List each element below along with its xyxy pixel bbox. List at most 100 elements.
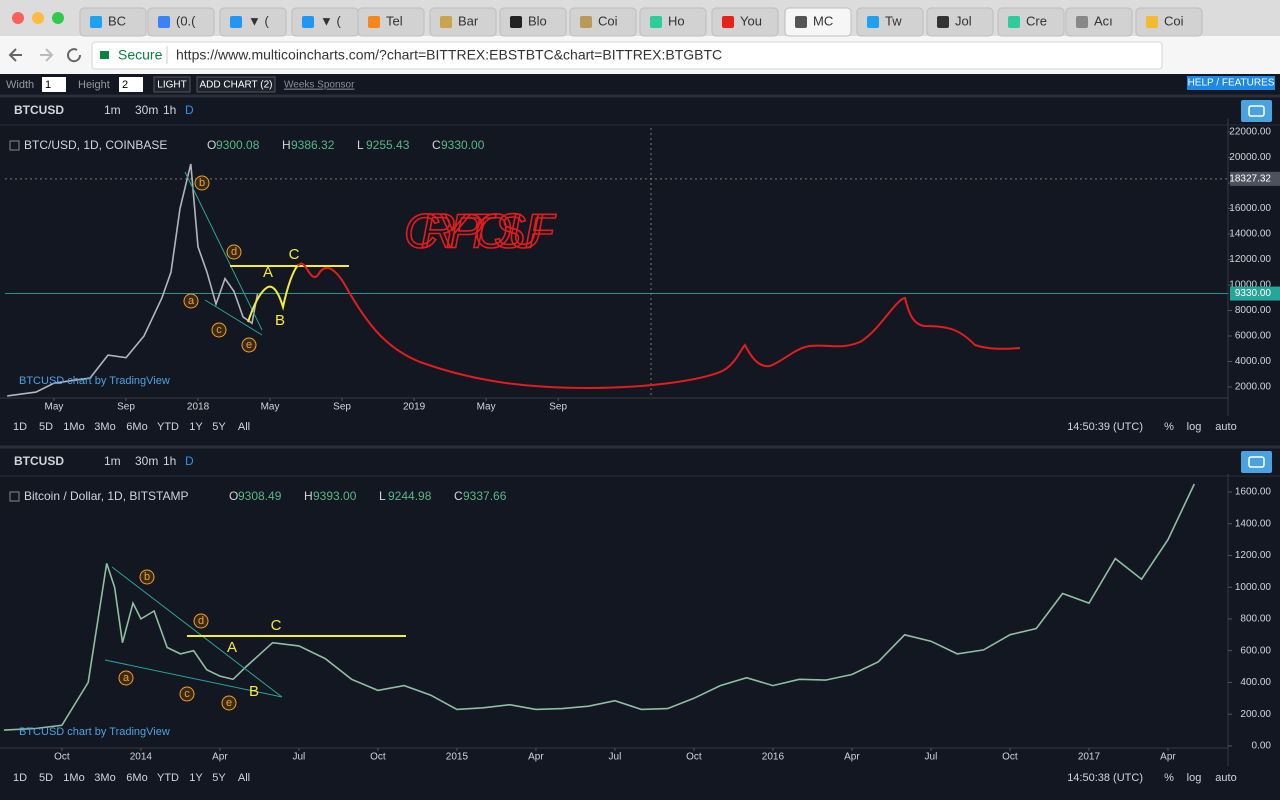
wave-label: c: [184, 688, 190, 700]
range-button[interactable]: 3Mo: [94, 772, 115, 784]
url[interactable]: https://www.multicoincharts.com/?chart=B…: [176, 47, 722, 63]
range-button[interactable]: 3Mo: [94, 421, 115, 433]
tab[interactable]: [219, 7, 287, 37]
range-button[interactable]: 5Y: [212, 772, 226, 784]
width-input[interactable]: [42, 77, 66, 92]
tab[interactable]: [711, 7, 779, 37]
tab[interactable]: [856, 7, 924, 37]
width-value: 1: [45, 79, 51, 91]
tab-icon: [937, 16, 949, 28]
clock: 14:50:38 (UTC): [1067, 772, 1143, 784]
tab[interactable]: [639, 7, 707, 37]
interval[interactable]: 30m: [135, 103, 158, 117]
range-button[interactable]: YTD: [157, 772, 179, 784]
tab[interactable]: [926, 7, 994, 37]
height-input[interactable]: [119, 77, 143, 92]
wave-path: [247, 264, 299, 323]
forward-icon[interactable]: [40, 48, 54, 62]
tab-icon: [1146, 16, 1158, 28]
tab[interactable]: [1065, 7, 1133, 37]
interval[interactable]: 1m: [104, 103, 121, 117]
symbol: BTCUSD: [14, 454, 64, 468]
minimize-button[interactable]: [32, 12, 44, 24]
range-button[interactable]: 1Mo: [63, 421, 84, 433]
x-tick-label: Jul: [293, 752, 306, 763]
range-button[interactable]: 1D: [13, 421, 27, 433]
x-tick-label: 2018: [187, 402, 210, 413]
interval[interactable]: D: [185, 103, 194, 117]
tab[interactable]: [499, 7, 567, 37]
x-tick-label: Oct: [686, 752, 702, 763]
tab-title: Ho: [668, 13, 685, 28]
zoom-button[interactable]: [52, 12, 64, 24]
x-tick-label: Oct: [370, 752, 386, 763]
interval[interactable]: 30m: [135, 454, 158, 468]
watermark: BTCUSD chart by TradingView: [19, 726, 170, 738]
range-button[interactable]: YTD: [157, 421, 179, 433]
ohlc-value: 9330.00: [441, 138, 485, 152]
prediction-curve: [297, 262, 1021, 390]
scale-option[interactable]: log: [1187, 421, 1202, 433]
range-button[interactable]: 1Y: [189, 772, 203, 784]
range-button[interactable]: All: [238, 772, 250, 784]
tab[interactable]: [147, 7, 215, 37]
scale-option[interactable]: auto: [1215, 421, 1236, 433]
help-button[interactable]: [1187, 76, 1275, 90]
y-tick-label: 2000.00: [1235, 382, 1272, 393]
back-icon[interactable]: [8, 48, 22, 62]
sponsor-link[interactable]: Weeks Sponsor: [284, 80, 355, 91]
scale-option[interactable]: auto: [1215, 772, 1236, 784]
wave-marker: [211, 322, 227, 338]
tab-title: BC: [108, 13, 126, 28]
x-tick-label: Sep: [117, 402, 135, 413]
trend-line: [104, 566, 283, 698]
wave-label: B: [275, 312, 285, 329]
y-tick-label: 8000.00: [1235, 305, 1272, 316]
tab[interactable]: [569, 7, 637, 37]
camera-button[interactable]: [1241, 100, 1272, 122]
range-button[interactable]: 6Mo: [126, 772, 147, 784]
range-button[interactable]: 5Y: [212, 421, 226, 433]
range-button[interactable]: 5D: [39, 421, 53, 433]
interval[interactable]: 1h: [163, 454, 176, 468]
legend-icon: [9, 140, 20, 151]
x-tick-label: Sep: [549, 402, 567, 413]
range-button[interactable]: 5D: [39, 772, 53, 784]
wave-marker: [194, 175, 210, 191]
help-label: HELP / FEATURES: [1188, 78, 1275, 89]
interval[interactable]: 1m: [104, 454, 121, 468]
interval[interactable]: 1h: [163, 103, 176, 117]
last-price-label: 9330.00: [1235, 288, 1272, 299]
scale-option[interactable]: log: [1187, 772, 1202, 784]
add-chart-button[interactable]: [196, 76, 276, 93]
tab[interactable]: [1135, 7, 1203, 37]
last-price-box: [1230, 286, 1280, 301]
scale-option[interactable]: %: [1164, 421, 1174, 433]
range-button[interactable]: 6Mo: [126, 421, 147, 433]
wave-marker: [241, 337, 257, 353]
tab[interactable]: [997, 7, 1065, 37]
wave-marker: [179, 686, 195, 702]
tab[interactable]: [357, 7, 425, 37]
omnibox[interactable]: [91, 41, 1163, 70]
ohlc-value: 9386.32: [291, 138, 335, 152]
y-tick-label: 600.00: [1240, 645, 1271, 656]
tab[interactable]: [784, 7, 852, 37]
wave-label: c: [216, 324, 222, 336]
tab-title: Cre: [1026, 13, 1047, 28]
scale-option[interactable]: %: [1164, 772, 1174, 784]
wave-label: e: [246, 339, 252, 351]
close-button[interactable]: [12, 12, 24, 24]
range-button[interactable]: All: [238, 421, 250, 433]
price-line: [3, 483, 1196, 731]
tab[interactable]: [429, 7, 497, 37]
reload-icon[interactable]: [67, 48, 82, 63]
range-button[interactable]: 1Y: [189, 421, 203, 433]
range-button[interactable]: 1Mo: [63, 772, 84, 784]
range-button[interactable]: 1D: [13, 772, 27, 784]
camera-button[interactable]: [1241, 451, 1272, 473]
tab[interactable]: [79, 7, 147, 37]
interval[interactable]: D: [185, 454, 194, 468]
light-button[interactable]: [153, 76, 191, 93]
